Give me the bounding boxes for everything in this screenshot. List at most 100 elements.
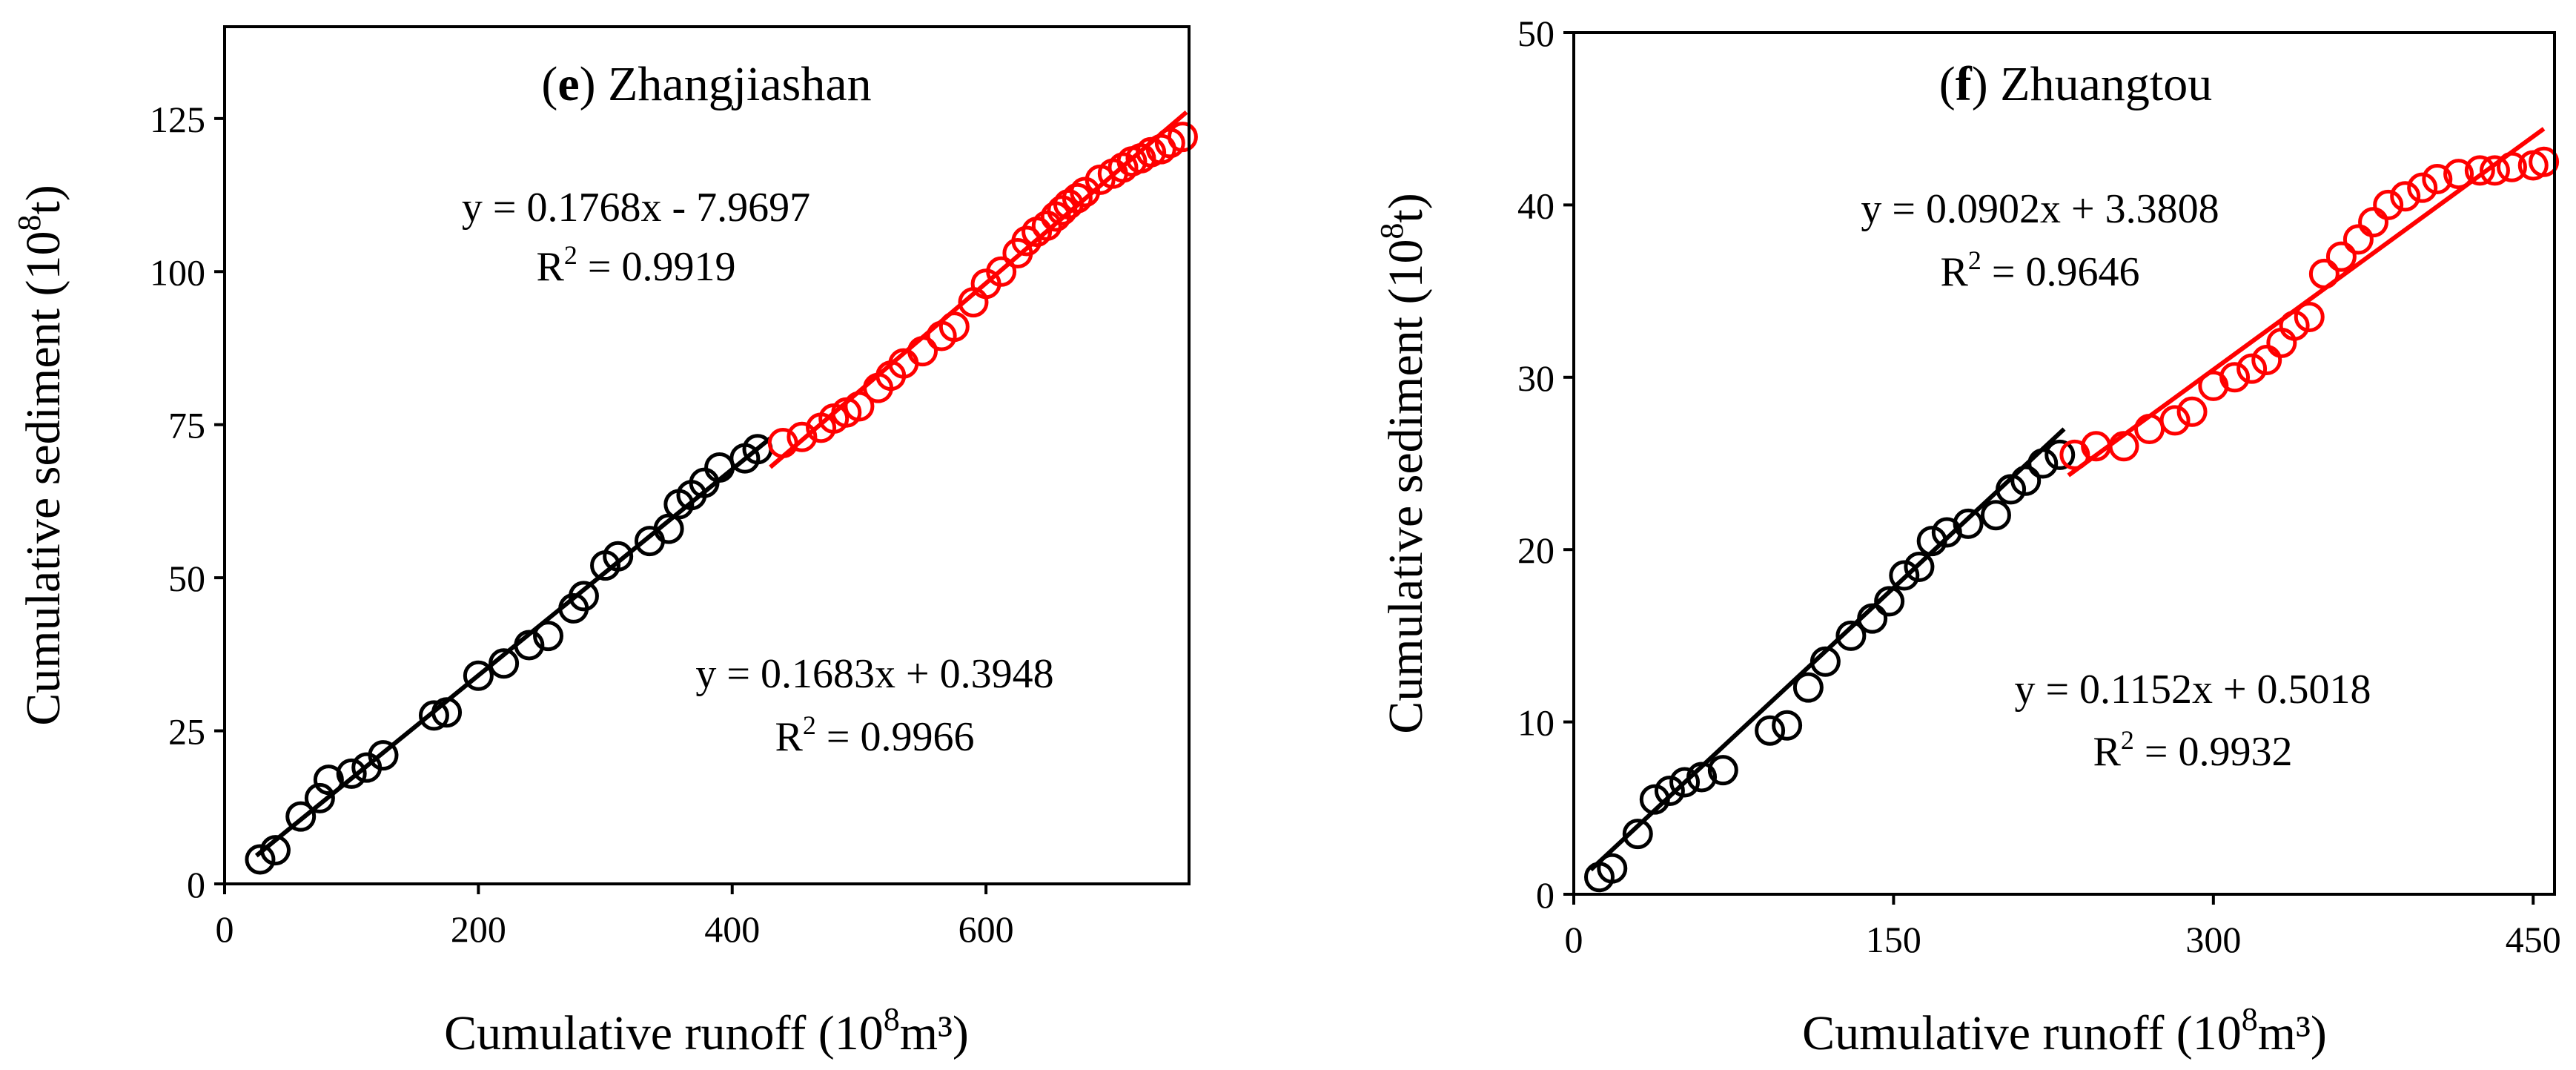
panel-f-period-2-point [2251,345,2282,376]
panel-e-marks [245,110,1198,875]
panel-e-y-tick-label: 25 [168,711,205,753]
panel-f-ticks: 0 150 300 450 0 10 20 30 40 50 [1517,13,2561,960]
panel-f-period-2-point [2176,396,2208,427]
panel-f-period-1-point [1669,767,1701,798]
panel-zhuangtou: 0 150 300 450 0 10 20 30 40 50 (f) Zhuangtou y = … [1374,13,2561,1060]
panel-e-title: (e) Zhangjiashan [541,57,871,111]
panel-e-period-1-point [259,835,291,866]
panel-e-period-1-point [489,648,520,679]
panel-f-period-1-point [1835,620,1867,651]
panel-f-period-1-point [2010,465,2042,496]
panel-f-period-2-point [2325,241,2357,272]
panel-f-period-2-point [2422,164,2453,195]
panel-f-period-2-point [2308,258,2340,289]
panel-f-period-1-point [1654,776,1685,807]
panel-f-x-tick-label: 450 [2506,919,2561,960]
panel-f-period-1-point [2027,448,2059,479]
panel-f-period-1-point [1889,560,1920,591]
panel-f-period-2-point [2479,155,2510,186]
panel-e-x-tick-label: 200 [451,908,506,950]
panel-f-period-1-point [1755,715,1786,746]
panel-e-x-tick-label: 0 [216,908,234,950]
panel-f-period-1-point [1904,551,1935,582]
panel-e-period-2-point [844,391,875,422]
panel-e-period-1-point [431,697,463,728]
panel-e-y-tick-label: 125 [150,99,205,140]
panel-e-letter: e [557,57,579,111]
panel-f-y-axis-title: Cumulative sediment (108t) [1374,193,1433,734]
panel-f-period-1-point [1707,755,1738,786]
panel-e-x-axis-title: Cumulative runoff (108m³) [444,1001,969,1060]
panel-f-x-tick-label: 0 [1565,919,1583,960]
panel-e-lower-r2: R2 = 0.9966 [775,710,975,760]
panel-f-period-2-point [2373,189,2404,220]
panel-f-x-tick-label: 150 [1866,919,1921,960]
panel-e-upper-r2: R2 = 0.9919 [537,240,736,290]
panel-f-y-tick-label: 0 [1536,874,1554,916]
panel-e-period-1-point [245,844,276,875]
panel-f-period-2-point [2219,362,2251,393]
panel-e-period-2-point [1107,152,1139,183]
panel-f-lower-r2: R2 = 0.9932 [2093,725,2293,775]
panel-f-period-2-point [2390,181,2421,212]
panel-f-x-tick-label: 300 [2185,919,2241,960]
panel-f-station: Zhuangtou [2000,57,2212,111]
panel-e-period-1-point [533,621,564,652]
panel-f-period-1-point [1810,646,1841,677]
panel-f-period-1-point [1597,853,1628,884]
panel-f-period-1-point [1916,526,1947,557]
panel-e-period-2-point [907,336,938,367]
panel-f-period-1-point [1953,508,1984,539]
panel-e-period-1-point [313,764,344,796]
panel-e-period-1-point [514,630,545,661]
panel-f-period-2-point [2464,155,2495,186]
panel-f-period-2-point [2529,146,2560,177]
panel-f-upper-r2: R2 = 0.9646 [1941,245,2140,295]
panel-e-period-2-point [938,311,970,343]
panel-e-lower-equation: y = 0.1683x + 0.3948 [695,651,1053,697]
panel-f-period-2-point [2236,353,2268,384]
panel-e-y-tick-label: 100 [150,251,205,293]
panel-e-period-1-point [603,541,634,572]
panel-f-y-tick-label: 40 [1517,185,1554,226]
panel-e-x-tick-label: 600 [958,908,1014,950]
panel-e-y-tick-label: 50 [168,558,205,599]
panel-e-period-1-point [368,740,399,771]
panel-f-period-1-point [1772,710,1803,741]
panel-f-period-1-point [1622,819,1653,850]
panel-e-station: Zhangjiashan [608,57,872,111]
panel-f-period-2-point [2443,159,2474,190]
panel-f-period-2-point [2159,405,2191,436]
panel-f-marks [1584,127,2560,893]
panel-f-upper-equation: y = 0.0902x + 3.3808 [1861,186,2219,232]
panel-f-letter: f [1956,57,1973,111]
panel-f-period-1-point [1686,762,1718,793]
panel-e-y-tick-label: 0 [187,864,205,905]
panel-e-period-1-point [568,581,599,612]
panel-f-period-2-point [2279,310,2310,341]
panel-e-plot-area [223,25,1191,885]
panel-e-period-2-point [1011,225,1042,257]
panel-f-period-1-point [2044,439,2076,470]
panel-f-period-2-point [2108,431,2139,462]
panel-e-period-1-point [418,700,449,731]
panel-f-period-2-point [2342,224,2374,255]
panel-f-period-1-point [1857,603,1888,634]
panel-f-period-2-point [2358,207,2389,238]
panel-f-period-2-point [2407,172,2438,203]
panel-f-y-tick-label: 10 [1517,702,1554,744]
panel-e-upper-equation: y = 0.1768x - 7.9697 [462,185,810,231]
panel-e-period-2-point [1062,182,1093,214]
panel-f-period-1-point [1996,474,2027,505]
panel-f-period-1-point [1792,672,1824,703]
panel-f-title: (f) Zhuangtou [1939,57,2212,111]
panel-f-period-1-point [1639,784,1670,815]
panel-f-period-2-point [2294,301,2325,332]
panel-e-period-1-point [285,801,317,832]
panel-f-period-1-point [1980,500,2011,531]
panel-f-plot-area [1572,31,2556,896]
panel-f-period-2-point [2134,414,2165,445]
panel-e-period-2-point [787,421,818,452]
panel-e-y-axis-title: Cumulative sediment (108t) [11,185,70,726]
